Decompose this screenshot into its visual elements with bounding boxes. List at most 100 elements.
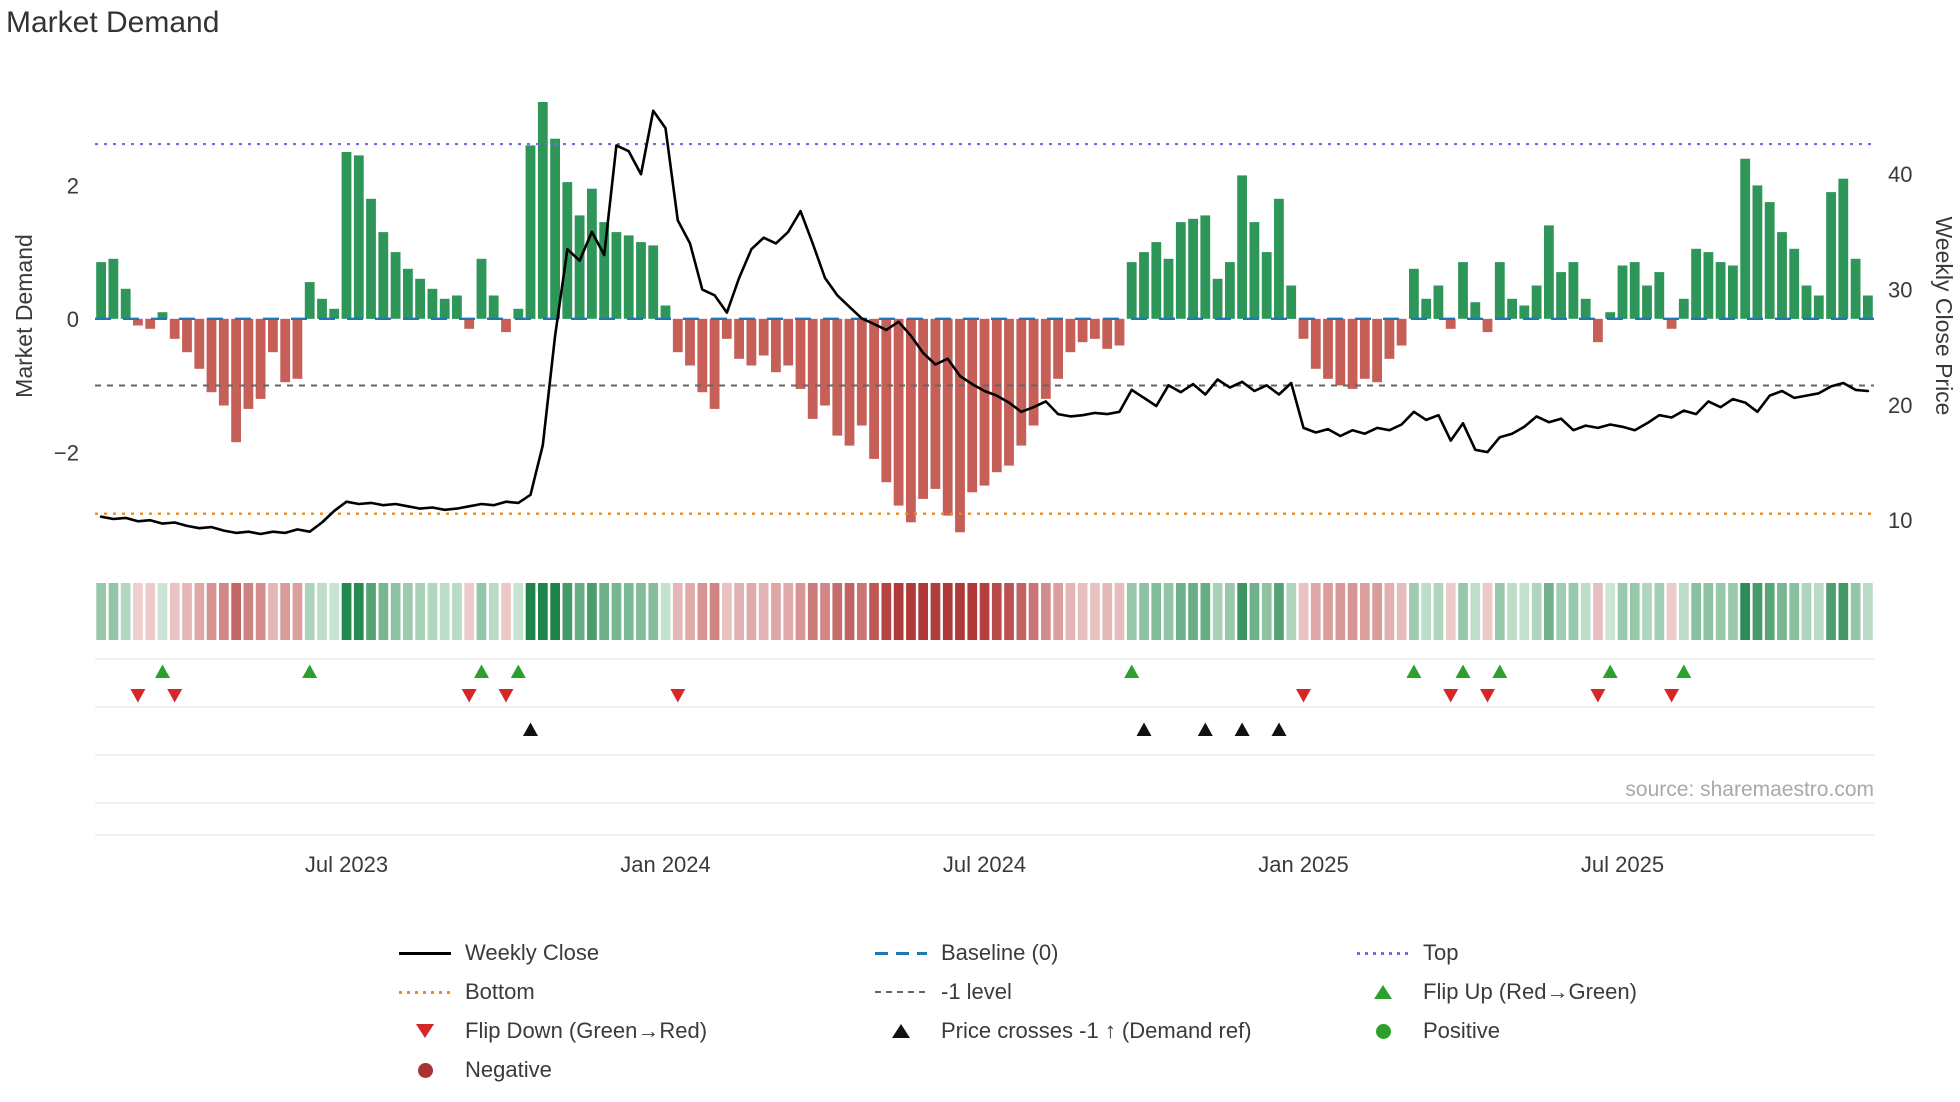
heatmap-cell xyxy=(1065,583,1076,640)
demand-bar xyxy=(96,262,106,319)
x-tick-label: Jul 2024 xyxy=(943,852,1026,877)
demand-bar xyxy=(672,318,683,353)
left-tick-label: 2 xyxy=(67,173,79,198)
demand-bar xyxy=(1764,202,1775,319)
heatmap-cell xyxy=(1384,583,1395,640)
demand-bar xyxy=(1384,318,1395,359)
heatmap-cell xyxy=(1593,583,1603,640)
heatmap-cell xyxy=(1102,583,1113,640)
flip-up-marker xyxy=(510,664,526,678)
demand-bar xyxy=(1519,305,1530,319)
heatmap-cell xyxy=(341,583,352,640)
heatmap-cell xyxy=(1556,583,1566,640)
heatmap-cell xyxy=(1752,583,1763,640)
flip-up-marker xyxy=(1676,664,1692,678)
page-title: Market Demand xyxy=(6,6,220,39)
demand-bar xyxy=(721,318,732,339)
heatmap-cell xyxy=(1176,583,1186,640)
heatmap-cell xyxy=(1642,583,1652,640)
heatmap-cell xyxy=(783,583,794,640)
heatmap-cell xyxy=(1286,583,1297,640)
legend-item-weekly-close: Weekly Close xyxy=(399,940,707,966)
heatmap-cell xyxy=(427,583,438,640)
positive-dot-icon xyxy=(1375,1023,1391,1039)
heatmap-cell xyxy=(1409,583,1419,640)
heatmap-cell xyxy=(439,583,450,640)
heatmap-cell xyxy=(157,583,168,640)
demand-bar xyxy=(1863,295,1873,319)
demand-bar xyxy=(1482,318,1493,333)
demand-bar xyxy=(145,318,156,329)
x-tick-label: Jan 2025 xyxy=(1258,852,1349,877)
demand-bar xyxy=(157,312,168,319)
heatmap-cell xyxy=(169,583,180,640)
demand-bar xyxy=(967,318,978,493)
heatmap-cell xyxy=(1212,583,1223,640)
demand-bar xyxy=(1396,318,1407,346)
heatmap-cell xyxy=(844,583,855,640)
flip-up-marker xyxy=(1602,664,1618,678)
demand-bar xyxy=(697,318,708,393)
heatmap-cell xyxy=(1360,583,1370,640)
heatmap-cell xyxy=(206,583,217,640)
heatmap-cell xyxy=(1372,583,1382,640)
flip-down-marker xyxy=(1664,689,1680,703)
demand-bar xyxy=(415,278,425,319)
heatmap-cell xyxy=(1163,583,1174,640)
demand-bar xyxy=(292,318,303,379)
heatmap-cell xyxy=(464,583,475,640)
heatmap-cell xyxy=(734,583,744,640)
demand-bar xyxy=(1629,262,1640,319)
heatmap-cell xyxy=(881,583,892,640)
x-tick-label: Jan 2024 xyxy=(620,852,711,877)
flip-up-marker xyxy=(474,664,489,678)
heatmap-cell xyxy=(353,583,364,640)
legend-column-3: Top Flip Up (Red→Green) Positive xyxy=(1357,940,1637,1057)
heatmap-cell xyxy=(1347,583,1358,640)
flip-up-marker xyxy=(1492,664,1508,678)
demand-bar xyxy=(329,308,340,319)
demand-bar xyxy=(1531,285,1542,319)
demand-bar xyxy=(1004,318,1014,466)
demand-bar xyxy=(427,288,438,319)
heatmap-cell xyxy=(120,583,131,640)
demand-bar xyxy=(1494,262,1505,319)
demand-bar xyxy=(206,318,217,393)
heatmap-cell xyxy=(1507,583,1517,640)
x-tick-label: Jul 2025 xyxy=(1581,852,1664,877)
heatmap-cell xyxy=(1188,583,1198,640)
legend-item-top: Top xyxy=(1357,940,1637,966)
legend-label: Baseline (0) xyxy=(941,940,1059,965)
heatmap-cell xyxy=(219,583,229,640)
demand-bar xyxy=(1605,312,1616,319)
heatmap-cell xyxy=(942,583,953,640)
flip-down-marker xyxy=(1590,689,1606,703)
demand-bar xyxy=(488,295,499,319)
heatmap-cell xyxy=(1764,583,1775,640)
demand-bar xyxy=(1090,318,1100,339)
heatmap-cell xyxy=(476,583,487,640)
demand-bar xyxy=(1666,318,1677,329)
heatmap-cell xyxy=(1470,583,1481,640)
legend-column-1: Weekly Close Bottom Flip Down (Green→Red… xyxy=(399,940,707,1096)
demand-bar xyxy=(1225,262,1235,319)
demand-bar xyxy=(1151,242,1162,319)
heatmap-cell xyxy=(746,583,757,640)
legend-item-negative: Negative xyxy=(399,1057,707,1083)
demand-bar xyxy=(1715,262,1726,319)
demand-bar xyxy=(476,258,487,319)
left-tick-label: 0 xyxy=(67,307,79,332)
heatmap-cell xyxy=(317,583,327,640)
demand-bar xyxy=(1114,318,1125,346)
heatmap-cell xyxy=(1863,583,1873,640)
demand-bar xyxy=(120,288,131,319)
heatmap-cell xyxy=(243,583,254,640)
heatmap-cell xyxy=(1274,583,1284,640)
demand-bar xyxy=(317,298,327,319)
heatmap-cell xyxy=(378,583,389,640)
heatmap-cell xyxy=(501,583,511,640)
heatmap-cell xyxy=(697,583,708,640)
heatmap-cell xyxy=(292,583,303,640)
demand-bar xyxy=(1065,318,1076,353)
